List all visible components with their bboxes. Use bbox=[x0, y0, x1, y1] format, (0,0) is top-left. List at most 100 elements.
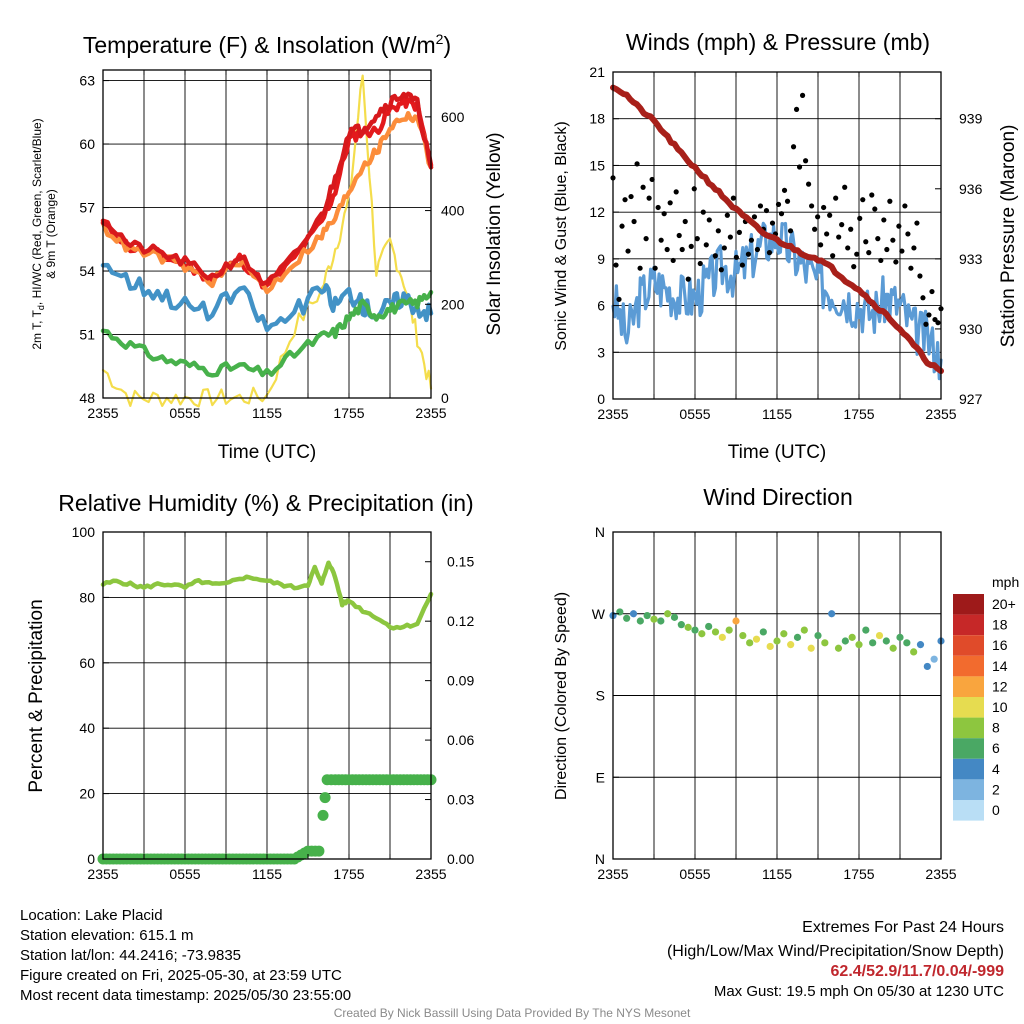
direction-point bbox=[828, 610, 836, 618]
direction-point bbox=[718, 633, 726, 641]
x-tick-label: 2355 bbox=[597, 866, 628, 882]
gust-point bbox=[799, 92, 806, 98]
legend-label: 10 bbox=[992, 699, 1008, 715]
y-tick-label: E bbox=[596, 769, 605, 785]
y-tick-label: 20 bbox=[79, 786, 95, 802]
gust-point bbox=[691, 186, 697, 192]
x-tick-label: 0555 bbox=[679, 406, 710, 422]
gust-point bbox=[869, 192, 875, 198]
extremes-subtitle: (High/Low/Max Wind/Precipitation/Snow De… bbox=[666, 943, 1004, 960]
gust-point bbox=[619, 223, 625, 229]
gust-point bbox=[914, 220, 920, 226]
wind-ticks: 2355 0555 1155 1755 235503691215182192793093… bbox=[589, 64, 982, 422]
legend-swatch bbox=[953, 717, 984, 739]
direction-point bbox=[787, 641, 795, 649]
direction-grid bbox=[613, 531, 941, 860]
gust-point bbox=[911, 245, 917, 251]
gust-point bbox=[712, 253, 718, 259]
legend-swatch bbox=[953, 800, 984, 821]
gust-point bbox=[812, 226, 818, 232]
gust-point bbox=[866, 250, 872, 256]
gust-point bbox=[622, 197, 628, 203]
direction-panel: Wind Direction 2355 0555 1155 1755 2355NESWN… bbox=[553, 484, 1019, 882]
humidity-panel: Relative Humidity (%) & Precipitation (i… bbox=[26, 490, 474, 882]
direction-point bbox=[903, 639, 911, 647]
gust-point bbox=[652, 265, 658, 271]
legend-swatch bbox=[953, 594, 984, 615]
gust-point bbox=[634, 161, 640, 167]
legend-label: 12 bbox=[992, 678, 1008, 694]
station-info: Location: Lake Placid Station elevation:… bbox=[20, 906, 351, 1006]
direction-point bbox=[670, 613, 679, 621]
direction-point bbox=[882, 637, 890, 645]
gust-point bbox=[757, 203, 764, 209]
gust-point bbox=[688, 243, 694, 249]
gust-point bbox=[658, 237, 664, 243]
y2-tick-label: 0 bbox=[441, 390, 449, 406]
y-tick-label: N bbox=[595, 851, 605, 867]
gust-point bbox=[857, 215, 863, 221]
y-tick-label: 12 bbox=[589, 204, 605, 220]
gust-point bbox=[727, 234, 733, 240]
gust-point bbox=[655, 204, 661, 211]
direction-point bbox=[923, 662, 931, 671]
x-tick-label: 0555 bbox=[169, 866, 200, 882]
direction-point bbox=[657, 617, 665, 625]
direction-point bbox=[855, 641, 863, 649]
y-tick-label: 54 bbox=[79, 263, 95, 279]
y2-tick-label: 939 bbox=[959, 111, 983, 127]
y2-tick-label: 0.00 bbox=[447, 851, 474, 867]
direction-point bbox=[698, 630, 706, 638]
legend-swatch bbox=[953, 738, 984, 759]
pressure-line bbox=[610, 84, 944, 374]
legend-label: 2 bbox=[992, 781, 1000, 797]
direction-point bbox=[800, 626, 808, 634]
x-tick-label: 1755 bbox=[843, 866, 874, 882]
precip-point bbox=[313, 845, 325, 857]
gust-point bbox=[754, 246, 761, 253]
gust-point bbox=[860, 197, 866, 203]
gust-point bbox=[905, 231, 911, 237]
gust-point bbox=[809, 203, 815, 209]
legend-title: mph bbox=[992, 574, 1019, 590]
direction-point bbox=[752, 635, 761, 643]
direction-point bbox=[841, 637, 849, 645]
x-tick-label: 2355 bbox=[925, 406, 956, 422]
direction-point bbox=[684, 623, 692, 631]
gust-point bbox=[706, 217, 712, 223]
legend-label: 20+ bbox=[992, 596, 1016, 612]
x-tick-label: 2355 bbox=[597, 406, 628, 422]
direction-point bbox=[793, 633, 802, 641]
y-tick-label: 21 bbox=[589, 64, 605, 80]
temp-ylabel-line1: 2m T, Td, HI/WC (Red, Green, Scarlet/Blu… bbox=[30, 118, 46, 349]
gust-point bbox=[697, 260, 703, 267]
legend-label: 0 bbox=[992, 802, 1000, 818]
gust-point bbox=[718, 267, 724, 273]
legend-swatch bbox=[953, 779, 984, 800]
humidity-line bbox=[100, 560, 434, 631]
temp-series bbox=[100, 74, 434, 408]
gust-point bbox=[664, 246, 670, 253]
direction-panel-title: Wind Direction bbox=[703, 484, 853, 510]
legend-swatch bbox=[953, 758, 984, 780]
legend-label: 16 bbox=[992, 637, 1008, 653]
temp-9m-line bbox=[100, 110, 434, 295]
direction-point bbox=[875, 631, 884, 640]
direction-point bbox=[664, 610, 672, 618]
direction-point bbox=[677, 621, 685, 629]
gust-point bbox=[703, 242, 709, 248]
gust-point bbox=[824, 231, 830, 237]
direction-point bbox=[910, 648, 918, 656]
wind-series bbox=[610, 84, 944, 381]
y-tick-label: 15 bbox=[589, 157, 605, 173]
y2-tick-label: 0.09 bbox=[447, 673, 474, 689]
x-tick-label: 1755 bbox=[333, 866, 364, 882]
gust-point bbox=[842, 184, 848, 190]
gust-point bbox=[821, 204, 827, 211]
y2-tick-label: 930 bbox=[959, 321, 983, 337]
legend-label: 18 bbox=[992, 617, 1008, 633]
extremes-info: Extremes For Past 24 Hours (High/Low/Max… bbox=[667, 918, 1004, 1002]
gust-point bbox=[827, 212, 833, 218]
